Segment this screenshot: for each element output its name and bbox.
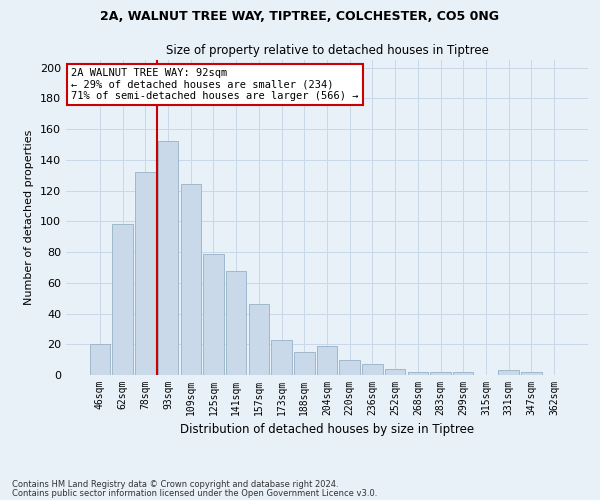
Text: Contains public sector information licensed under the Open Government Licence v3: Contains public sector information licen… [12,489,377,498]
Bar [430,372,451,375]
Bar [294,352,314,375]
Text: Contains HM Land Registry data © Crown copyright and database right 2024.: Contains HM Land Registry data © Crown c… [12,480,338,489]
Y-axis label: Number of detached properties: Number of detached properties [25,130,34,305]
Title: Size of property relative to detached houses in Tiptree: Size of property relative to detached ho… [166,44,488,58]
Bar [340,360,360,375]
Bar [385,369,406,375]
Bar [248,304,269,375]
X-axis label: Distribution of detached houses by size in Tiptree: Distribution of detached houses by size … [180,424,474,436]
Bar [112,224,133,375]
Bar [203,254,224,375]
Bar [181,184,201,375]
Text: 2A, WALNUT TREE WAY, TIPTREE, COLCHESTER, CO5 0NG: 2A, WALNUT TREE WAY, TIPTREE, COLCHESTER… [101,10,499,23]
Bar [158,142,178,375]
Bar [407,372,428,375]
Bar [453,372,473,375]
Bar [521,372,542,375]
Bar [90,344,110,375]
Bar [271,340,292,375]
Bar [499,370,519,375]
Bar [135,172,155,375]
Bar [317,346,337,375]
Bar [226,270,247,375]
Bar [362,364,383,375]
Text: 2A WALNUT TREE WAY: 92sqm
← 29% of detached houses are smaller (234)
71% of semi: 2A WALNUT TREE WAY: 92sqm ← 29% of detac… [71,68,359,101]
